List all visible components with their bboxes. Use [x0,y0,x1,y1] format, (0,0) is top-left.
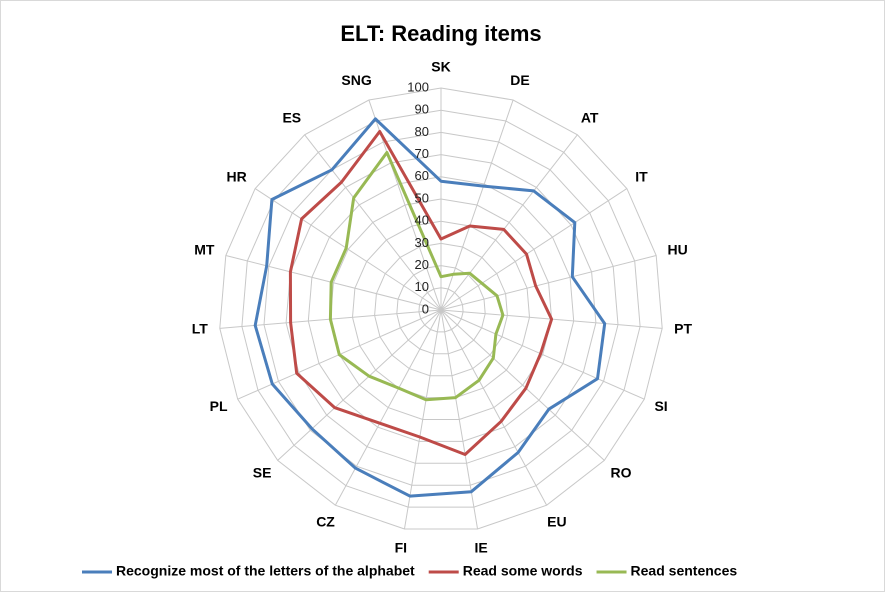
series-line [288,130,554,456]
category-label: ES [282,110,301,126]
r-tick-label: 10 [415,279,429,294]
category-label: PT [674,321,692,337]
category-label: RO [611,465,632,481]
spoke [440,134,578,311]
category-label: IT [635,168,648,184]
category-label: PL [210,398,228,414]
spoke [440,309,548,506]
legend-label: Read sentences [631,563,738,579]
grid-ring [219,87,663,530]
r-tick-label: 90 [415,102,429,117]
spoke [277,309,442,461]
spoke [440,309,605,461]
r-tick-label: 20 [415,257,429,272]
grid-ring [241,109,641,508]
legend-label: Read some words [463,563,583,579]
grid-ring [396,265,486,355]
category-label: LT [192,321,209,337]
r-tick-label: 100 [407,79,429,94]
spoke [440,255,657,311]
spoke [334,309,442,506]
r-tick-label: 30 [415,235,429,250]
category-label: MT [194,241,215,257]
spoke [440,188,628,311]
category-label: SNG [341,72,371,88]
category-label: SE [253,465,272,481]
spoke [254,188,442,311]
category-label: DE [510,72,529,88]
r-tick-label: 60 [415,168,429,183]
grid-ring [418,287,464,333]
series-line [253,117,607,498]
category-label: IE [475,539,488,555]
grid-ring [329,198,553,420]
spoke [403,309,442,530]
spoke [304,134,442,311]
series-layer [253,117,607,498]
grid-ring [307,176,575,442]
legend: Recognize most of the letters of the alp… [82,563,737,579]
r-tick-label: 70 [415,146,429,161]
legend-label: Recognize most of the letters of the alp… [116,563,415,579]
series-line [328,151,505,402]
category-label: AT [581,110,599,126]
r-tick-label: 0 [422,301,429,316]
category-label: SK [431,59,450,75]
category-label: SI [654,398,667,414]
category-label: HR [226,168,246,184]
grid-ring [263,131,619,486]
spoke [225,255,442,311]
category-label: FI [395,539,407,555]
spoke [440,309,645,400]
grid-ring [374,242,508,377]
category-label: EU [547,514,566,530]
r-tick-label: 40 [415,213,429,228]
chart-title: ELT: Reading items [340,21,541,46]
r-tick-label: 50 [415,190,429,205]
r-tick-label: 80 [415,124,429,139]
category-label: HU [668,241,688,257]
category-label: CZ [316,514,335,530]
